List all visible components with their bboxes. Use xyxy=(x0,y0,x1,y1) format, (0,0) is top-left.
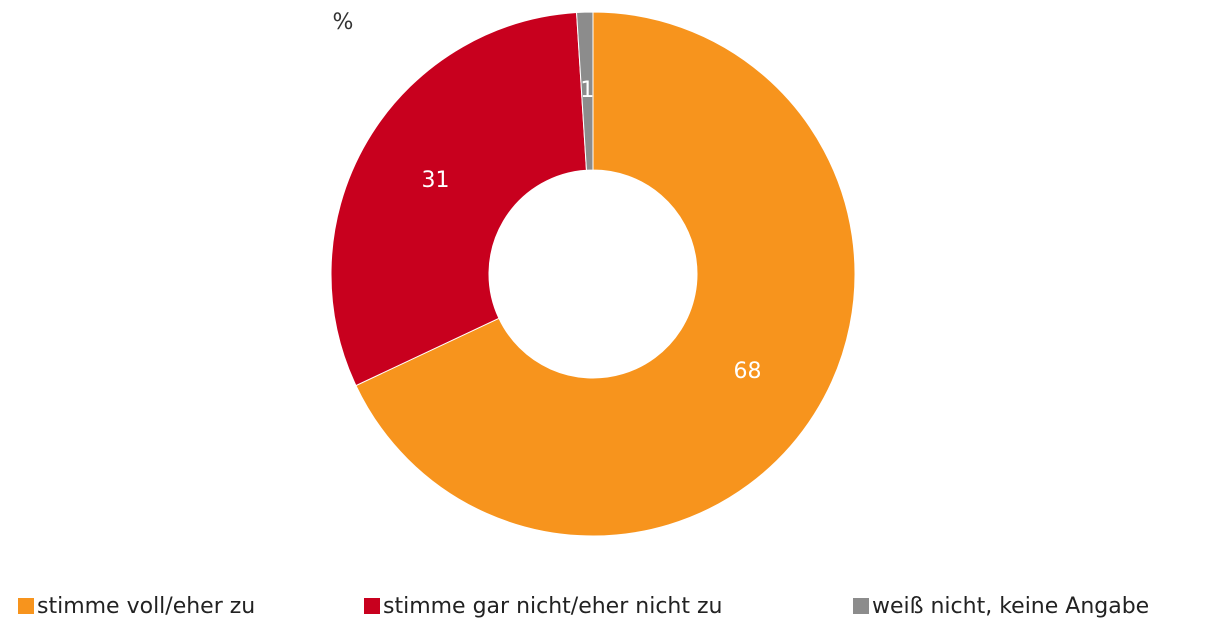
legend-swatch xyxy=(18,598,34,614)
donut-slice xyxy=(330,11,588,387)
data-label: 31 xyxy=(421,168,449,193)
unit-label: % xyxy=(333,10,354,35)
legend-swatch xyxy=(853,598,869,614)
legend-label: stimme gar nicht/eher nicht zu xyxy=(383,594,722,619)
legend-label: stimme voll/eher zu xyxy=(37,594,255,619)
donut-slice xyxy=(576,11,594,171)
legend-label: weiß nicht, keine Angabe xyxy=(872,594,1149,619)
legend-swatch xyxy=(364,598,380,614)
donut-slice xyxy=(355,11,856,537)
data-label: 68 xyxy=(734,359,762,384)
data-label: 1 xyxy=(580,78,594,103)
